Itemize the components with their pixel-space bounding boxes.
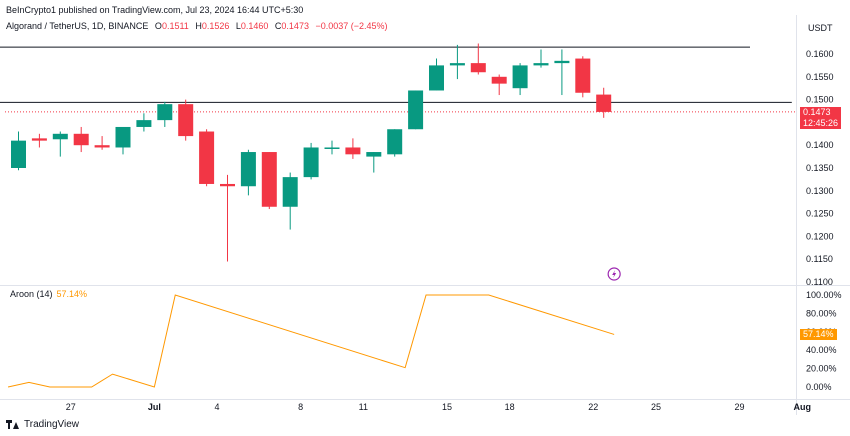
last-price-value: 0.1473 xyxy=(803,106,831,117)
time-axis-tick: 8 xyxy=(298,402,303,412)
time-axis-tick: 22 xyxy=(588,402,598,412)
price-axis-tick: 0.1500 xyxy=(806,95,834,105)
aroon-axis-tick: 0.00% xyxy=(806,382,832,392)
candle-body[interactable] xyxy=(512,65,528,89)
candle-body[interactable] xyxy=(31,138,47,141)
price-axis-tick: 0.1350 xyxy=(806,163,834,173)
close-label: C xyxy=(274,21,282,31)
time-axis-tick: 27 xyxy=(66,402,76,412)
aroon-line[interactable] xyxy=(7,294,615,388)
price-axis-tick: 0.1100 xyxy=(806,277,833,287)
aroon-axis-tick: 20.00% xyxy=(806,364,837,374)
time-axis-tick: 11 xyxy=(359,402,368,412)
aroon-axis-tick: 100.00% xyxy=(806,290,842,300)
high-value: 0.1526 xyxy=(201,21,230,31)
aroon-axis-tick: 80.00% xyxy=(806,308,837,318)
aroon-name: Aroon (14) xyxy=(10,289,53,299)
tradingview-logo-icon xyxy=(6,419,20,430)
candle-body[interactable] xyxy=(575,58,591,93)
candle-body[interactable] xyxy=(303,147,319,178)
candle-body[interactable] xyxy=(491,76,507,84)
time-axis-tick: Jul xyxy=(148,402,161,412)
bar-countdown: 12:45:26 xyxy=(803,117,839,128)
open-label: O xyxy=(154,21,162,31)
footer-brand[interactable]: TradingView xyxy=(6,419,79,430)
footer-brand-text: TradingView xyxy=(24,419,80,430)
price-axis-tick: 0.1400 xyxy=(806,140,834,150)
candle-body[interactable] xyxy=(596,94,612,112)
price-axis-tick: 0.1250 xyxy=(806,209,834,219)
candle-body[interactable] xyxy=(178,104,194,137)
candle-body[interactable] xyxy=(429,65,444,91)
time-axis-tick: 29 xyxy=(735,402,745,412)
candle-body[interactable] xyxy=(366,152,382,157)
lightning-icon-glyph xyxy=(612,270,617,278)
change-value: −0.0037 (−2.45%) xyxy=(315,21,388,31)
time-axis-tick: Aug xyxy=(794,402,812,412)
price-axis-tick: 0.1200 xyxy=(806,231,834,241)
candle-body[interactable] xyxy=(387,129,403,155)
candle-body[interactable] xyxy=(11,140,26,168)
candle-body[interactable] xyxy=(199,131,215,184)
time-axis-tick: 18 xyxy=(505,402,515,412)
currency-label[interactable]: USDT xyxy=(808,23,833,33)
candle-body[interactable] xyxy=(533,63,549,66)
candle-body[interactable] xyxy=(449,63,465,66)
aroon-value-tag: 57.14% xyxy=(800,329,837,341)
time-axis-tick: 4 xyxy=(215,402,220,412)
candle-body[interactable] xyxy=(136,120,152,127)
price-axis-tick: 0.1600 xyxy=(806,49,834,59)
candle-body[interactable] xyxy=(240,152,256,187)
symbol-name: Algorand / TetherUS, 1D, BINANCE xyxy=(6,21,149,31)
symbol-legend: Algorand / TetherUS, 1D, BINANCE O0.1511… xyxy=(6,21,388,31)
last-price-tag: 0.1473 12:45:26 xyxy=(800,106,842,129)
candle-body[interactable] xyxy=(345,147,361,155)
candle-body[interactable] xyxy=(261,152,277,207)
time-axis-tick: 25 xyxy=(651,402,661,412)
low-value: 0.1460 xyxy=(240,21,269,31)
publish-info: BeInCrypto1 published on TradingView.com… xyxy=(6,5,304,15)
price-axis-tick: 0.1300 xyxy=(806,186,834,196)
high-label: H xyxy=(195,21,202,31)
candle-body[interactable] xyxy=(408,90,424,130)
price-axis-tick: 0.1550 xyxy=(806,72,834,82)
price-axis-tick: 0.1150 xyxy=(806,254,833,264)
low-label: L xyxy=(235,21,241,31)
candle-body[interactable] xyxy=(470,63,486,73)
candle-body[interactable] xyxy=(52,133,68,140)
candle-body[interactable] xyxy=(157,104,173,121)
open-value: 0.1511 xyxy=(161,21,189,31)
candle-body[interactable] xyxy=(282,177,298,207)
close-value: 0.1473 xyxy=(281,21,309,31)
candle-body[interactable] xyxy=(115,126,131,148)
time-axis-tick: 15 xyxy=(442,402,452,412)
aroon-legend[interactable]: Aroon (14) 57.14% xyxy=(10,289,87,299)
candle-body[interactable] xyxy=(73,133,89,146)
aroon-axis-tick: 40.00% xyxy=(806,345,837,355)
candle-body[interactable] xyxy=(94,145,110,148)
aroon-value: 57.14% xyxy=(56,289,88,299)
candle-body[interactable] xyxy=(220,183,235,187)
candle-body[interactable] xyxy=(324,147,340,149)
candle-body[interactable] xyxy=(554,60,570,64)
